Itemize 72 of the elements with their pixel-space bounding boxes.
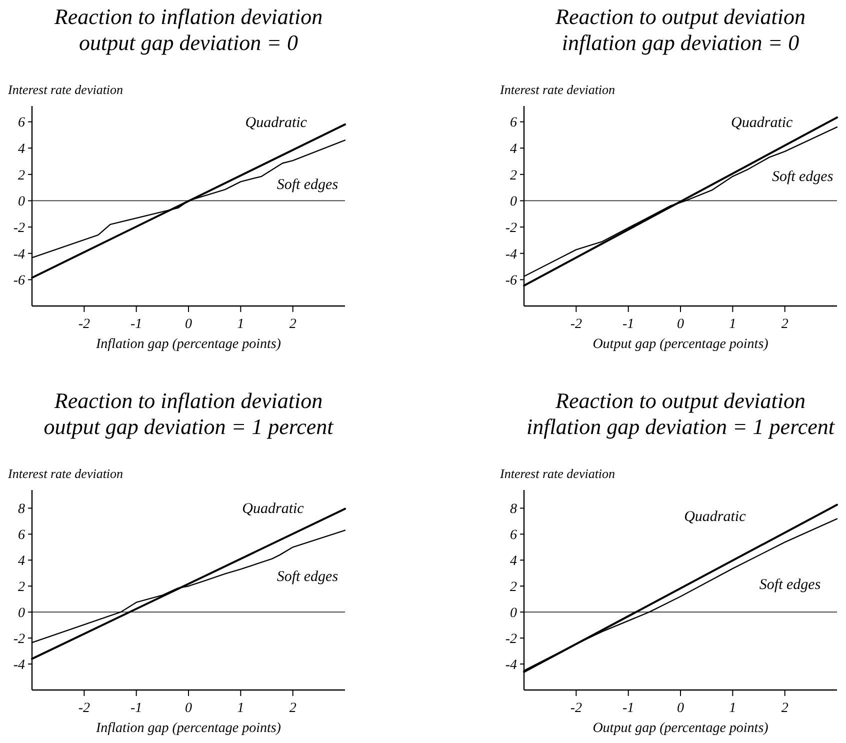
- x-tick-label: 2: [781, 317, 788, 332]
- x-tick-label: 1: [729, 317, 736, 332]
- y-tick-label: -2: [13, 220, 25, 236]
- x-axis-title: Inflation gap (percentage points): [95, 337, 282, 352]
- x-tick-label: -1: [622, 701, 634, 716]
- y-tick-label: -4: [13, 247, 25, 262]
- x-tick-label: 1: [237, 701, 244, 716]
- x-tick-label: -1: [622, 317, 634, 332]
- series-label: Soft edges: [276, 177, 338, 193]
- y-tick-label: -2: [13, 632, 25, 647]
- y-tick-label: 8: [18, 502, 25, 518]
- x-tick-label: 0: [677, 701, 684, 716]
- y-tick-label: 2: [18, 580, 25, 596]
- y-tick-label: -6: [13, 274, 25, 289]
- x-tick-label: -2: [78, 701, 90, 716]
- y-tick-label: 4: [510, 554, 517, 570]
- x-tick-label: -2: [570, 701, 582, 716]
- y-axis-title: Interest rate deviation: [7, 82, 124, 97]
- y-tick-label: -4: [505, 658, 517, 673]
- y-tick-label: -4: [505, 247, 517, 262]
- x-axis-title: Output gap (percentage points): [592, 337, 769, 352]
- chart-subtitle: inflation gap deviation = 1 percent: [526, 414, 836, 439]
- y-axis-title: Interest rate deviation: [499, 466, 616, 481]
- x-tick-label: 0: [677, 317, 684, 332]
- y-tick-label: -2: [505, 220, 517, 236]
- x-axis-title: Output gap (percentage points): [592, 721, 769, 736]
- chart-title: Reaction to inflation deviation: [53, 388, 323, 413]
- x-tick-label: 2: [289, 701, 296, 716]
- x-tick-label: 0: [185, 317, 192, 332]
- y-tick-label: -6: [505, 274, 517, 289]
- y-tick-label: 0: [510, 606, 517, 621]
- series-label: Quadratic: [684, 509, 746, 525]
- x-axis-title: Inflation gap (percentage points): [95, 721, 282, 736]
- x-tick-label: -2: [78, 317, 90, 332]
- y-tick-label: 0: [18, 194, 25, 210]
- series-label: Soft edges: [759, 577, 821, 593]
- y-tick-label: 0: [510, 194, 517, 210]
- y-tick-label: -4: [13, 658, 25, 673]
- x-tick-label: -1: [130, 701, 142, 716]
- series-label: Quadratic: [731, 115, 794, 131]
- y-axis-title: Interest rate deviation: [499, 82, 616, 97]
- x-tick-label: -2: [570, 317, 582, 332]
- y-tick-label: 4: [18, 554, 25, 570]
- y-tick-label: 4: [510, 142, 517, 158]
- x-tick-label: 2: [781, 701, 788, 716]
- y-axis-title: Interest rate deviation: [7, 466, 124, 481]
- y-tick-label: 6: [510, 528, 517, 544]
- y-tick-label: 2: [510, 580, 517, 596]
- chart-subtitle: output gap deviation = 1 percent: [44, 414, 334, 439]
- y-tick-label: 6: [18, 116, 25, 131]
- x-tick-label: 2: [289, 317, 296, 332]
- x-tick-label: -1: [130, 317, 142, 332]
- y-tick-label: 6: [510, 116, 517, 131]
- series-label: Quadratic: [245, 115, 308, 131]
- y-tick-label: 2: [510, 168, 517, 184]
- y-tick-label: 8: [510, 502, 517, 518]
- series-label: Soft edges: [772, 169, 834, 185]
- y-tick-label: 0: [18, 606, 25, 621]
- x-tick-label: 1: [237, 317, 244, 332]
- y-tick-label: 6: [18, 528, 25, 544]
- chart-title: Reaction to output deviation: [554, 388, 806, 413]
- chart-title: Reaction to inflation deviation: [53, 4, 323, 29]
- y-tick-label: -2: [505, 632, 517, 647]
- chart-title: Reaction to output deviation: [554, 4, 806, 29]
- y-tick-label: 4: [18, 142, 25, 158]
- x-tick-label: 0: [185, 701, 192, 716]
- series-label: Soft edges: [276, 569, 338, 585]
- x-tick-label: 1: [729, 701, 736, 716]
- chart-subtitle: inflation gap deviation = 0: [562, 30, 800, 55]
- chart-subtitle: output gap deviation = 0: [79, 30, 298, 55]
- y-tick-label: 2: [18, 168, 25, 184]
- series-label: Quadratic: [242, 501, 304, 517]
